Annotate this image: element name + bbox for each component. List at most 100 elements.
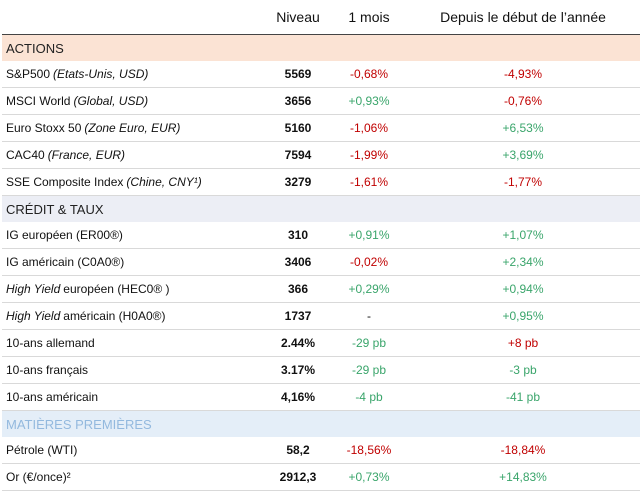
section-row: MATIÈRES PREMIÈRES bbox=[2, 410, 640, 437]
value-cell: -4 pb bbox=[332, 383, 406, 411]
value-cell: 5569 bbox=[264, 61, 332, 88]
data-row: Or (€/once)² 2912,3 +0,73% +14,83% bbox=[2, 463, 640, 491]
row-label: SSE Composite Index (Chine, CNY¹) bbox=[2, 168, 264, 196]
value-cell: +0,73% bbox=[332, 463, 406, 491]
row-label: 10-ans allemand bbox=[2, 329, 264, 357]
row-label: MSCI World (Global, USD) bbox=[2, 87, 264, 115]
section-row: CRÉDIT & TAUX bbox=[2, 195, 640, 222]
section-title: ACTIONS bbox=[2, 34, 640, 61]
value-cell: 366 bbox=[264, 275, 332, 303]
row-label: Pétrole (WTI) bbox=[2, 437, 264, 464]
column-header: 1 mois bbox=[348, 9, 390, 25]
data-row: MSCI World (Global, USD) 3656 +0,93% -0,76% bbox=[2, 87, 640, 115]
row-label: IG européen (ER00®) bbox=[2, 222, 264, 249]
label-part: (Etats-Unis, USD) bbox=[53, 67, 149, 81]
value-cell: +8 pb bbox=[406, 329, 640, 357]
data-row: High Yield européen (HEC0® ) 366 +0,29% +0,9… bbox=[2, 275, 640, 303]
label-part: 10-ans allemand bbox=[6, 336, 95, 350]
row-label: Or (€/once)² bbox=[2, 463, 264, 491]
table-body: ACTIONS S&P500 (Etats-Unis, USD) 5569 -0,68%… bbox=[2, 34, 640, 491]
value-cell: +0,91% bbox=[332, 222, 406, 249]
value-cell: 3406 bbox=[264, 248, 332, 276]
value-cell: -4,93% bbox=[406, 61, 640, 88]
value-cell: 310 bbox=[264, 222, 332, 249]
value-cell: +0,95% bbox=[406, 302, 640, 330]
label-part: 10-ans américain bbox=[6, 390, 99, 404]
label-part: IG américain (C0A0®) bbox=[6, 255, 125, 269]
value-cell: +0,93% bbox=[332, 87, 406, 115]
label-part: High Yield bbox=[6, 309, 61, 323]
row-label: CAC40 (France, EUR) bbox=[2, 141, 264, 169]
label-part: High Yield bbox=[6, 282, 61, 296]
value-cell: -1,77% bbox=[406, 168, 640, 196]
blank bbox=[2, 0, 264, 35]
data-row: High Yield américain (H0A0®) 1737- +0,95% bbox=[2, 302, 640, 330]
value-cell: +6,53% bbox=[406, 114, 640, 142]
column-header: Niveau bbox=[276, 9, 320, 25]
row-label: Euro Stoxx 50 (Zone Euro, EUR) bbox=[2, 114, 264, 142]
data-row: 10-ans français 3.17% -29 pb -3 pb bbox=[2, 356, 640, 384]
value-cell: +0,29% bbox=[332, 275, 406, 303]
label-part: européen (HEC0® ) bbox=[63, 282, 170, 296]
section-row: ACTIONS bbox=[2, 34, 640, 61]
value-cell: 4,16% bbox=[264, 383, 332, 411]
value-cell: -1,61% bbox=[332, 168, 406, 196]
label-part: (Zone Euro, EUR) bbox=[84, 121, 181, 135]
value-cell: 1737 bbox=[264, 302, 332, 330]
label-part: S&P500 bbox=[6, 67, 51, 81]
data-row: S&P500 (Etats-Unis, USD) 5569 -0,68% -4,93% bbox=[2, 61, 640, 88]
data-row: 10-ans américain 4,16% -4 pb -41 pb bbox=[2, 383, 640, 411]
data-row: 10-ans allemand 2.44% -29 pb +8 pb bbox=[2, 329, 640, 357]
label-part: 10-ans français bbox=[6, 363, 89, 377]
data-row: Euro Stoxx 50 (Zone Euro, EUR) 5160 -1,06% +… bbox=[2, 114, 640, 142]
data-row: IG européen (ER00®) 310 +0,91% +1,07% bbox=[2, 222, 640, 249]
label-part: Pétrole (WTI) bbox=[6, 443, 78, 457]
value-cell: +1,07% bbox=[406, 222, 640, 249]
value-cell: -0,76% bbox=[406, 87, 640, 115]
value-cell: -29 pb bbox=[332, 329, 406, 357]
value-cell: -18,56% bbox=[332, 437, 406, 464]
value-cell: 5160 bbox=[264, 114, 332, 142]
value-cell: 3.17% bbox=[264, 356, 332, 384]
row-label: IG américain (C0A0®) bbox=[2, 248, 264, 276]
value-cell: +0,94% bbox=[406, 275, 640, 303]
row-label: 10-ans américain bbox=[2, 383, 264, 411]
label-part: SSE Composite Index bbox=[6, 175, 124, 189]
value-cell: -1,06% bbox=[332, 114, 406, 142]
label-part: CAC40 bbox=[6, 148, 45, 162]
row-label: High Yield américain (H0A0®) bbox=[2, 302, 264, 330]
value-cell: -41 pb bbox=[406, 383, 640, 411]
data-row: SSE Composite Index (Chine, CNY¹) 3279 -1,6… bbox=[2, 168, 640, 196]
value-cell: -0,68% bbox=[332, 61, 406, 88]
value-cell: -18,84% bbox=[406, 437, 640, 464]
label-part: Euro Stoxx 50 bbox=[6, 121, 82, 135]
value-cell: 58,2 bbox=[264, 437, 332, 464]
label-part: (Chine, CNY¹) bbox=[126, 175, 202, 189]
label-part: (Global, USD) bbox=[73, 94, 149, 108]
label-part: américain (H0A0®) bbox=[63, 309, 166, 323]
label-part: MSCI World bbox=[6, 94, 71, 108]
value-cell: 3279 bbox=[264, 168, 332, 196]
value-cell: -0,02% bbox=[332, 248, 406, 276]
value-cell: +3,69% bbox=[406, 141, 640, 169]
data-row: Pétrole (WTI) 58,2 -18,56% -18,84% bbox=[2, 437, 640, 464]
value-cell: +14,83% bbox=[406, 463, 640, 491]
value-cell: 3656 bbox=[264, 87, 332, 115]
row-label: High Yield européen (HEC0® ) bbox=[2, 275, 264, 303]
value-cell: +2,34% bbox=[406, 248, 640, 276]
row-label: 10-ans français bbox=[2, 356, 264, 384]
row-label: S&P500 (Etats-Unis, USD) bbox=[2, 61, 264, 88]
value-cell: -1,99% bbox=[332, 141, 406, 169]
value-cell: 7594 bbox=[264, 141, 332, 169]
section-title: CRÉDIT & TAUX bbox=[2, 195, 640, 222]
label-part: Or (€/once)² bbox=[6, 470, 71, 484]
value-cell: - bbox=[332, 302, 406, 330]
market-table: Niveau 1 mois Depuis le début de l’année… bbox=[2, 0, 640, 491]
data-row: IG américain (C0A0®) 3406 -0,02% +2,34% bbox=[2, 248, 640, 276]
label-part: IG européen (ER00®) bbox=[6, 228, 123, 242]
value-cell: 2912,3 bbox=[264, 463, 332, 491]
label-part: (France, EUR) bbox=[47, 148, 126, 162]
section-title: MATIÈRES PREMIÈRES bbox=[2, 410, 640, 437]
column-header: Depuis le début de l’année bbox=[440, 9, 606, 25]
value-cell: -3 pb bbox=[406, 356, 640, 384]
